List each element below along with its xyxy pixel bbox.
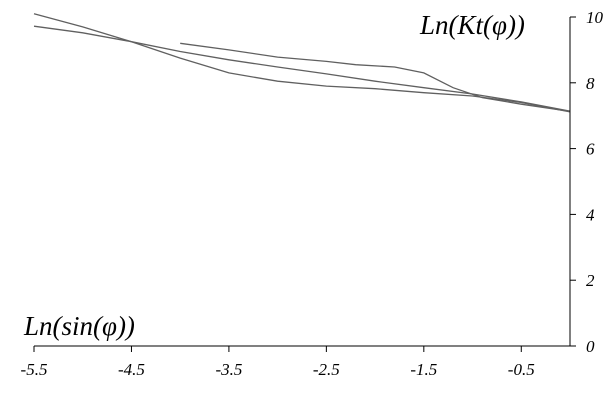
x-tick-label: -2.5	[313, 360, 340, 379]
ticks-layer: -5.5 -4.5 -3.5 -2.5 -1.5 -0.5 0 2 4 6 8 10	[21, 8, 604, 379]
x-tick-label: -4.5	[118, 360, 145, 379]
y-tick-label: 10	[586, 8, 604, 27]
y-tick-label: 0	[586, 337, 595, 356]
y-tick-label: 8	[586, 74, 595, 93]
x-tick-label: -5.5	[21, 360, 48, 379]
y-tick-label: 2	[586, 271, 595, 290]
y-tick-label: 4	[586, 205, 595, 224]
axes-layer	[34, 17, 571, 347]
x-tick-label: -1.5	[410, 360, 437, 379]
series-line-2	[33, 25, 571, 112]
x-tick-label: -0.5	[508, 360, 535, 379]
x-tick-label: -3.5	[215, 360, 242, 379]
y-tick-label: 6	[586, 140, 595, 159]
x-axis-label: Ln(sin(φ))	[23, 311, 135, 341]
series-line-3	[180, 42, 571, 113]
series-layer	[33, 13, 571, 113]
y-axis-label: Ln(Kt(φ))	[419, 10, 525, 40]
